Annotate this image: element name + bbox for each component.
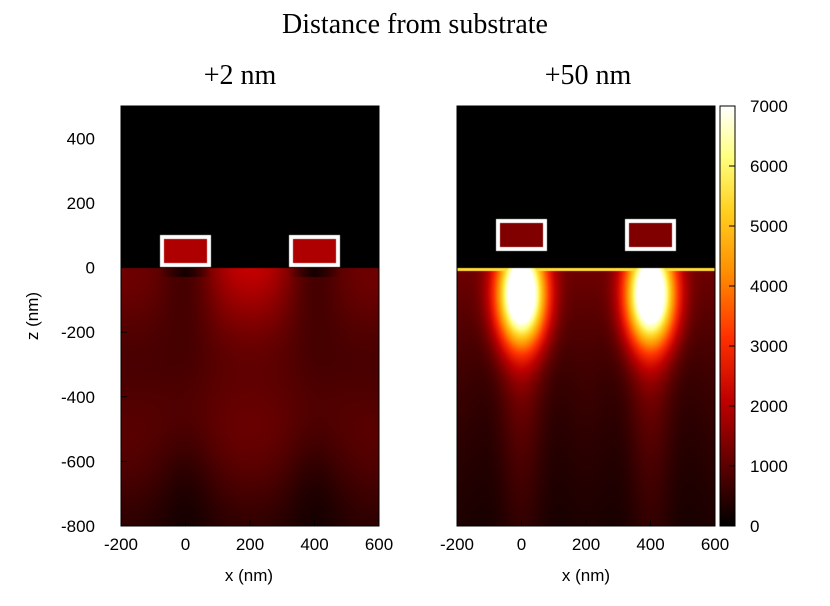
colorbar-tick-label: 6000 [750, 157, 788, 176]
panel-2-x-tick-label: -200 [440, 535, 474, 554]
panel-2-x-axis-label: x (nm) [562, 566, 610, 585]
panel-2-label: +50 nm [545, 60, 632, 91]
heatmap-panel-2 [457, 106, 715, 526]
panel-2-x-tick-label: 200 [572, 535, 600, 554]
colorbar-tick-label: 1000 [750, 457, 788, 476]
y-tick-label: 0 [86, 259, 95, 278]
panel-1-x-axis-label: x (nm) [225, 566, 273, 585]
y-tick-label: 200 [67, 194, 95, 213]
panel-1-x-ticks: -200 0 200 400 600 [104, 520, 393, 554]
colorbar-tick-label: 4000 [750, 277, 788, 296]
colorbar-gradient [719, 105, 736, 527]
panel-1-x-tick-label: 400 [300, 535, 328, 554]
panel-1: 400 200 0 -200 -400 -600 -800 -200 0 200 400 600 x… [23, 105, 393, 585]
panel-2-x-ticks: -200 0 200 400 600 [440, 520, 729, 554]
chart-title: Distance from substrate [282, 9, 548, 40]
y-tick-label: -400 [61, 388, 95, 407]
colorbar-tick-label: 3000 [750, 337, 788, 356]
panel-1-x-tick-label: 200 [236, 535, 264, 554]
panel-2-x-tick-label: 0 [517, 535, 526, 554]
colorbar-tick-label: 2000 [750, 397, 788, 416]
colorbar-tick-label: 0 [750, 517, 759, 536]
panel-1-label: +2 nm [204, 60, 277, 91]
y-tick-label: -800 [61, 517, 95, 536]
panel-1-y-ticks: 400 200 0 -200 -400 -600 -800 [61, 129, 127, 536]
y-tick-label: 400 [67, 129, 95, 148]
heatmap-panel-1 [121, 106, 379, 526]
panel-1-x-tick-label: 0 [181, 535, 190, 554]
y-tick-label: -200 [61, 323, 95, 342]
colorbar: 7000 6000 5000 4000 3000 2000 1000 0 [719, 97, 788, 536]
panel-2-x-tick-label: 400 [636, 535, 664, 554]
panel-2-x-tick-label: 600 [701, 535, 729, 554]
panel-2: -200 0 200 400 600 x (nm) [440, 105, 729, 585]
y-tick-label: -600 [61, 452, 95, 471]
colorbar-tick-label: 5000 [750, 217, 788, 236]
panel-1-x-tick-label: 600 [365, 535, 393, 554]
colorbar-tick-label: 7000 [750, 97, 788, 116]
y-axis-label: z (nm) [23, 292, 42, 340]
colorbar-ticks: 7000 6000 5000 4000 3000 2000 1000 0 [729, 97, 788, 536]
panel-1-x-tick-label: -200 [104, 535, 138, 554]
